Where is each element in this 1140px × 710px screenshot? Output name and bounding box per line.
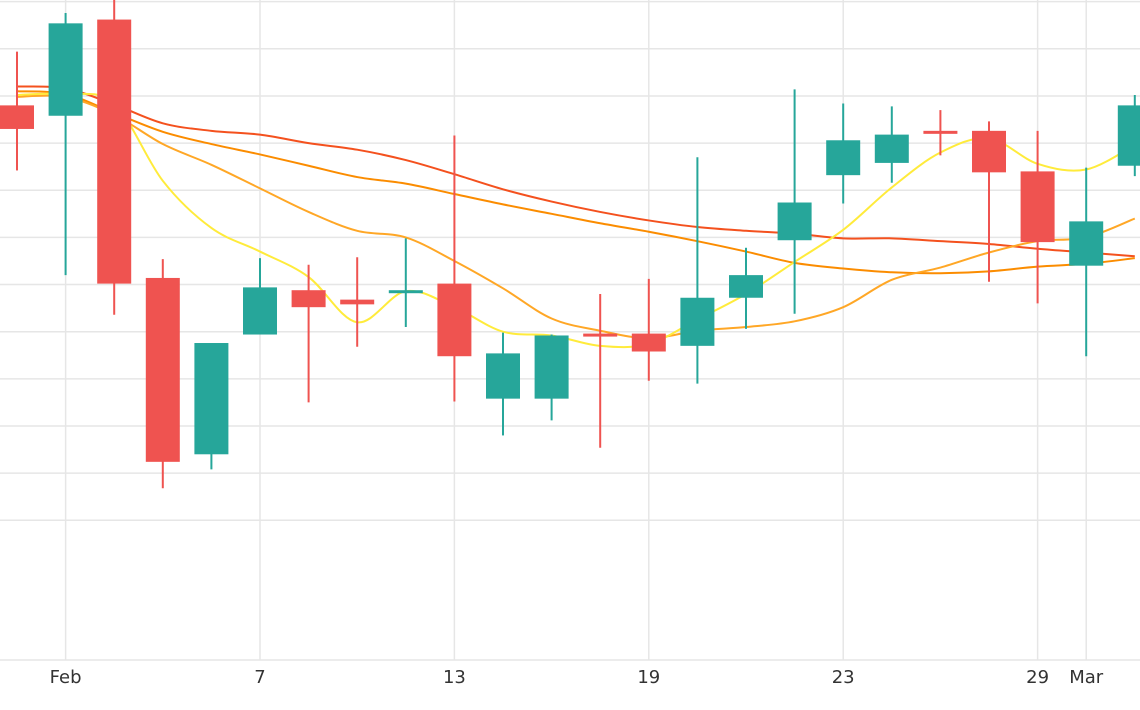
candle-up <box>388 238 423 327</box>
moving-average-lines <box>16 85 1136 349</box>
moving-average-line <box>16 90 1135 275</box>
candle-body <box>340 299 375 305</box>
x-tick-label: Feb <box>50 667 82 688</box>
candle-up <box>1069 167 1104 357</box>
candle-body <box>972 130 1006 173</box>
candle-down <box>972 121 1006 282</box>
candle-body <box>48 23 83 116</box>
candle-up <box>1117 95 1140 177</box>
candle-down <box>145 259 180 489</box>
candle-down <box>340 257 375 347</box>
moving-average-line <box>16 94 1136 340</box>
moving-average-line <box>16 85 1135 258</box>
candle-body <box>583 333 618 337</box>
candle-down <box>291 264 326 403</box>
candle-down <box>923 110 958 156</box>
candle-body <box>777 202 812 241</box>
candle-up <box>680 157 715 384</box>
x-tick-label: 7 <box>254 667 265 688</box>
x-tick-label: 23 <box>832 667 855 688</box>
candle-up <box>194 343 229 470</box>
candle-down <box>583 293 618 448</box>
moving-average-line <box>16 92 1136 349</box>
x-axis-tick-labels: Feb 7 13 19 23 29 Mar <box>50 667 1104 688</box>
candle-up <box>534 334 569 421</box>
candle-body <box>145 277 180 462</box>
candle-down <box>97 0 132 315</box>
candle-body <box>0 105 34 129</box>
candle-body <box>729 275 763 298</box>
candle-body <box>631 333 666 352</box>
candle-body <box>680 297 715 346</box>
candle-body <box>291 290 326 308</box>
x-tick-label: 13 <box>443 667 466 688</box>
candle-up <box>777 89 812 314</box>
candle-body <box>388 290 423 294</box>
candle-body <box>534 335 569 399</box>
candle-up <box>874 106 909 183</box>
candle-down <box>437 135 472 402</box>
candle-body <box>923 130 958 134</box>
candles <box>0 0 1140 489</box>
candle-up <box>48 12 83 276</box>
candle-body <box>874 134 909 163</box>
candle-body <box>97 19 132 284</box>
candle-up <box>729 247 763 329</box>
candle-body <box>437 283 472 357</box>
candle-up <box>486 332 520 436</box>
x-tick-label: 19 <box>637 667 660 688</box>
x-tick-label: Mar <box>1069 667 1104 688</box>
candle-body <box>826 140 861 176</box>
candle-body <box>486 353 520 399</box>
horizontal-gridlines <box>0 0 1140 522</box>
candle-up <box>826 103 861 204</box>
candle-body <box>194 343 229 455</box>
candle-body <box>1069 221 1104 266</box>
candle-down <box>1020 130 1055 304</box>
candle-up <box>243 258 277 335</box>
candle-body <box>1020 171 1055 243</box>
candle-down <box>631 278 666 381</box>
candle-down <box>0 51 34 171</box>
x-tick-label: 29 <box>1026 667 1049 688</box>
candle-body <box>243 287 277 335</box>
candle-body <box>1117 105 1140 166</box>
